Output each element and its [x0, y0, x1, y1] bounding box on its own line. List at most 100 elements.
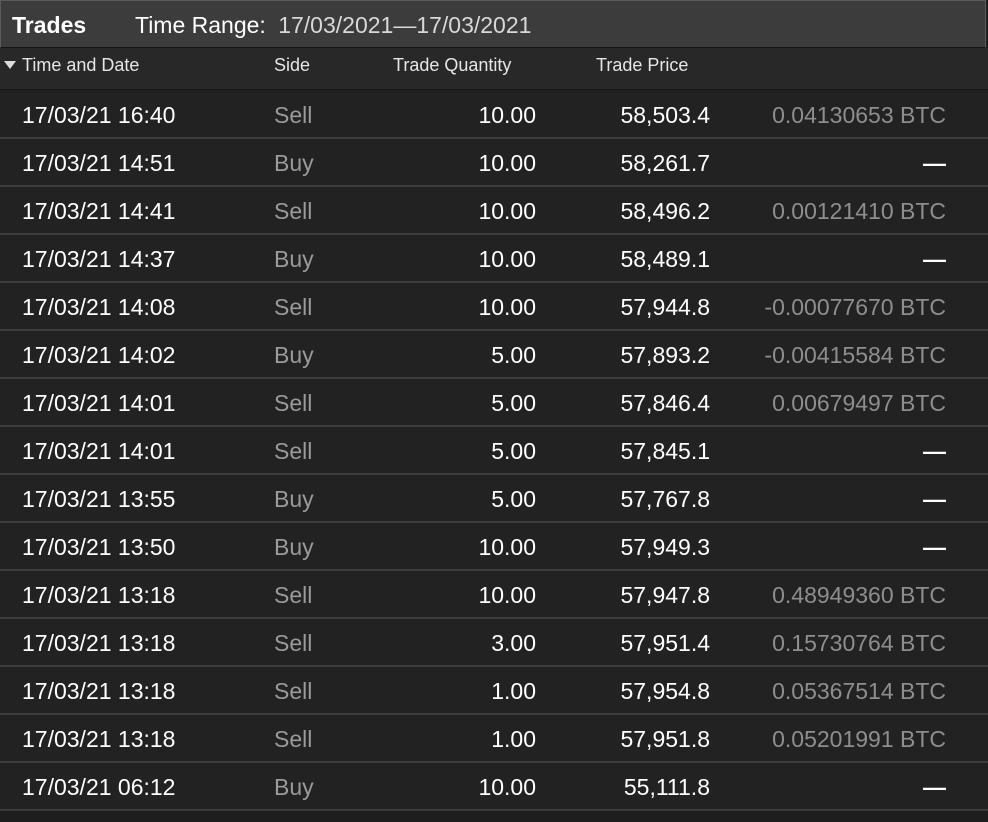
trade-side-cell: Buy: [274, 342, 314, 368]
table-row[interactable]: 17/03/21 13:18 Sell 1.00 57,951.8 0.05201991…: [0, 715, 988, 763]
trade-pnl-cell: —: [923, 246, 946, 272]
table-row[interactable]: 17/03/21 06:12 Buy 10.00 55,111.8 —: [0, 763, 988, 811]
trade-side-cell: Buy: [274, 486, 314, 512]
panel-title-bar: Trades Time Range: 17/03/2021—17/03/2021: [0, 0, 986, 48]
trade-price-cell: 57,845.1: [620, 438, 710, 464]
time-range[interactable]: Time Range: 17/03/2021—17/03/2021: [135, 12, 531, 39]
table-row[interactable]: 17/03/21 13:50 Buy 10.00 57,949.3 —: [0, 523, 988, 571]
trade-time-cell: 17/03/21 14:01: [22, 438, 176, 464]
trade-price-cell: 58,496.2: [620, 198, 710, 224]
trade-price-cell: 57,767.8: [620, 486, 710, 512]
trade-quantity-cell: 10.00: [478, 102, 536, 128]
trade-time-cell: 17/03/21 14:02: [22, 342, 176, 368]
trade-pnl-cell: —: [923, 438, 946, 464]
trade-price-cell: 57,846.4: [620, 390, 710, 416]
trade-quantity-cell: 10.00: [478, 198, 536, 224]
trade-pnl-cell: -0.00077670 BTC: [764, 294, 946, 320]
trade-price-cell: 58,489.1: [620, 246, 710, 272]
table-row[interactable]: 17/03/21 14:01 Sell 5.00 57,846.4 0.00679497…: [0, 379, 988, 427]
trade-time-cell: 17/03/21 14:08: [22, 294, 176, 320]
trade-price-cell: 57,951.4: [620, 630, 710, 656]
table-row[interactable]: 17/03/21 14:08 Sell 10.00 57,944.8 -0.000776…: [0, 283, 988, 331]
trade-pnl-cell: 0.00679497 BTC: [772, 390, 946, 416]
trade-pnl-cell: 0.04130653 BTC: [772, 102, 946, 128]
column-header-time-and-date[interactable]: Time and Date: [22, 55, 140, 75]
trade-side-cell: Buy: [274, 774, 314, 800]
trade-side-cell: Buy: [274, 534, 314, 560]
trade-side-cell: Sell: [274, 438, 313, 464]
trade-pnl-cell: -0.00415584 BTC: [764, 342, 946, 368]
table-row[interactable]: 17/03/21 13:18 Sell 10.00 57,947.8 0.4894936…: [0, 571, 988, 619]
trade-time-cell: 17/03/21 13:18: [22, 582, 176, 608]
trade-price-cell: 57,951.8: [620, 726, 710, 752]
trade-price-cell: 57,949.3: [620, 534, 710, 560]
trade-pnl-cell: —: [923, 774, 946, 800]
trade-side-cell: Buy: [274, 246, 314, 272]
trade-side-cell: Sell: [274, 726, 313, 752]
trade-pnl-cell: —: [923, 534, 946, 560]
trade-side-cell: Sell: [274, 102, 313, 128]
trade-quantity-cell: 10.00: [478, 246, 536, 272]
column-header-trade-price[interactable]: Trade Price: [596, 55, 689, 75]
trade-side-cell: Sell: [274, 390, 313, 416]
trade-time-cell: 17/03/21 16:40: [22, 102, 176, 128]
time-range-value[interactable]: 17/03/2021—17/03/2021: [278, 12, 532, 38]
trade-time-cell: 17/03/21 14:41: [22, 198, 176, 224]
trade-quantity-cell: 5.00: [491, 342, 536, 368]
trade-side-cell: Buy: [274, 150, 314, 176]
trade-quantity-cell: 10.00: [478, 774, 536, 800]
table-row[interactable]: 17/03/21 14:02 Buy 5.00 57,893.2 -0.00415584…: [0, 331, 988, 379]
trade-pnl-cell: 0.05201991 BTC: [772, 726, 946, 752]
column-header-side[interactable]: Side: [274, 55, 311, 75]
trade-quantity-cell: 10.00: [478, 534, 536, 560]
trade-quantity-cell: 5.00: [491, 390, 536, 416]
table-row[interactable]: 17/03/21 16:40 Sell 10.00 58,503.4 0.0413065…: [0, 91, 988, 139]
trade-time-cell: 17/03/21 06:12: [22, 774, 176, 800]
trade-pnl-cell: 0.15730764 BTC: [772, 630, 946, 656]
trade-time-cell: 17/03/21 14:51: [22, 150, 176, 176]
trade-price-cell: 57,947.8: [620, 582, 710, 608]
trade-side-cell: Sell: [274, 294, 313, 320]
trade-pnl-cell: 0.00121410 BTC: [772, 198, 946, 224]
trade-quantity-cell: 1.00: [491, 726, 536, 752]
trade-time-cell: 17/03/21 13:55: [22, 486, 176, 512]
table-row[interactable]: 17/03/21 14:01 Sell 5.00 57,845.1 —: [0, 427, 988, 475]
trade-quantity-cell: 10.00: [478, 150, 536, 176]
trade-price-cell: 58,503.4: [620, 102, 710, 128]
table-row[interactable]: 17/03/21 13:18 Sell 3.00 57,951.4 0.15730764…: [0, 619, 988, 667]
table-row[interactable]: 17/03/21 13:18 Sell 1.00 57,954.8 0.05367514…: [0, 667, 988, 715]
trade-quantity-cell: 3.00: [491, 630, 536, 656]
trades-table-body: 17/03/21 16:40 Sell 10.00 58,503.4 0.0413065…: [0, 91, 988, 811]
trade-quantity-cell: 5.00: [491, 438, 536, 464]
table-row[interactable]: 17/03/21 13:55 Buy 5.00 57,767.8 —: [0, 475, 988, 523]
trade-time-cell: 17/03/21 13:18: [22, 678, 176, 704]
trade-quantity-cell: 10.00: [478, 294, 536, 320]
trade-price-cell: 57,893.2: [620, 342, 710, 368]
trade-side-cell: Sell: [274, 198, 313, 224]
time-range-label: Time Range:: [135, 12, 266, 38]
trade-side-cell: Sell: [274, 630, 313, 656]
trade-pnl-cell: —: [923, 150, 946, 176]
trade-time-cell: 17/03/21 14:01: [22, 390, 176, 416]
trade-pnl-cell: —: [923, 486, 946, 512]
trade-quantity-cell: 5.00: [491, 486, 536, 512]
table-row[interactable]: 17/03/21 14:51 Buy 10.00 58,261.7 —: [0, 139, 988, 187]
table-header: Time and Date Side Trade Quantity Trade …: [0, 48, 988, 90]
trade-time-cell: 17/03/21 14:37: [22, 246, 176, 272]
trade-price-cell: 55,111.8: [623, 774, 710, 800]
trade-time-cell: 17/03/21 13:50: [22, 534, 176, 560]
sort-descending-icon[interactable]: [4, 61, 16, 69]
trade-price-cell: 57,954.8: [620, 678, 710, 704]
trade-quantity-cell: 1.00: [491, 678, 536, 704]
column-header-trade-quantity[interactable]: Trade Quantity: [393, 55, 512, 75]
trade-time-cell: 17/03/21 13:18: [22, 726, 176, 752]
trade-side-cell: Sell: [274, 678, 313, 704]
table-row[interactable]: 17/03/21 14:41 Sell 10.00 58,496.2 0.0012141…: [0, 187, 988, 235]
trade-time-cell: 17/03/21 13:18: [22, 630, 176, 656]
trade-quantity-cell: 10.00: [478, 582, 536, 608]
panel-title: Trades: [12, 12, 87, 38]
trade-pnl-cell: 0.48949360 BTC: [772, 582, 946, 608]
trade-price-cell: 58,261.7: [620, 150, 710, 176]
table-row[interactable]: 17/03/21 14:37 Buy 10.00 58,489.1 —: [0, 235, 988, 283]
